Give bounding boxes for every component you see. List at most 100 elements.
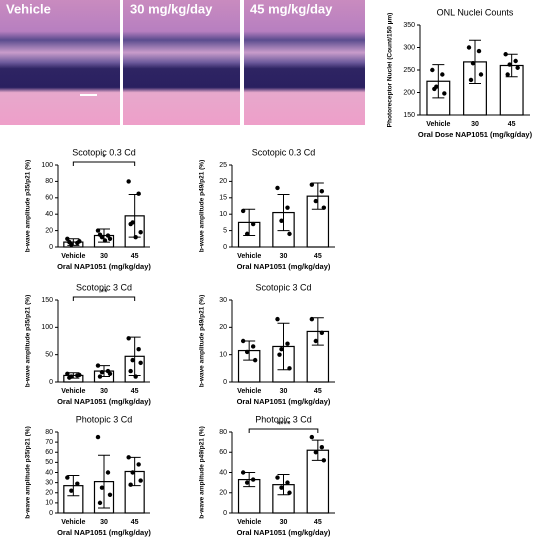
data-point — [321, 458, 327, 463]
y-axis-label: b-wave amplitude p49/p21 (%) — [199, 160, 206, 252]
chart-title: Scotopic 3 Cd — [76, 282, 132, 292]
significance-bracket — [72, 161, 136, 166]
data-point — [319, 330, 325, 335]
data-point — [126, 179, 131, 184]
y-tick-label: 350 — [403, 22, 415, 29]
data-point — [105, 470, 111, 475]
y-tick-label: 60 — [219, 449, 227, 456]
data-point — [69, 488, 74, 493]
y-tick-label: 0 — [223, 379, 227, 386]
data-point — [468, 77, 474, 83]
y-tick-label: 50 — [45, 352, 53, 359]
y-tick-label: 30 — [219, 297, 227, 304]
data-point — [466, 45, 472, 50]
y-tick-label: 30 — [45, 479, 53, 486]
data-point — [107, 236, 113, 241]
data-point — [442, 91, 447, 96]
data-point — [102, 238, 108, 243]
x-tick-label: 45 — [508, 121, 516, 128]
y-axis-label: b-wave amplitude p35/p21 (%) — [25, 295, 32, 387]
chart-title: ONL Nuclei Counts — [437, 7, 514, 17]
y-tick-label: 10 — [219, 352, 227, 359]
data-point — [97, 232, 103, 237]
data-point — [240, 470, 246, 475]
data-point — [309, 182, 315, 187]
data-point — [478, 72, 484, 77]
y-tick-label: 40 — [219, 469, 227, 476]
x-tick-label: 45 — [131, 388, 139, 395]
y-tick-label: 50 — [45, 459, 53, 466]
data-point — [130, 470, 135, 475]
data-point — [77, 372, 82, 378]
y-tick-label: 15 — [219, 195, 227, 202]
data-point — [107, 371, 113, 376]
data-point — [513, 58, 518, 64]
data-point — [503, 52, 508, 57]
error-bar — [277, 194, 290, 232]
y-tick-label: 10 — [45, 500, 53, 507]
y-axis-label: b-wave amplitude p49/p21 (%) — [199, 295, 206, 387]
data-point — [95, 228, 101, 233]
histology-label: 30 mg/kg/day — [130, 1, 213, 16]
error-bar — [469, 39, 481, 84]
data-point — [97, 500, 103, 506]
chart-title: Scotopic 0.3 Cd — [252, 147, 316, 157]
data-point — [279, 347, 284, 352]
chart-title: Scotopic 0.3 Cd — [72, 147, 136, 157]
data-point — [313, 338, 319, 344]
data-point — [287, 490, 292, 495]
data-point — [138, 230, 143, 235]
chart-title: Photopic 3 Cd — [76, 414, 133, 424]
data-point — [105, 233, 111, 238]
x-tick-label: 45 — [131, 253, 139, 260]
data-point — [250, 344, 256, 349]
data-point — [279, 485, 284, 490]
data-point — [136, 462, 141, 467]
x-tick-label: 45 — [314, 253, 322, 260]
data-point — [138, 360, 143, 366]
y-axis-label: b-wave amplitude p49/p21 (%) — [199, 426, 206, 518]
data-point — [95, 363, 101, 368]
data-point — [67, 239, 72, 245]
data-point — [285, 205, 290, 210]
y-tick-label: 5 — [223, 227, 227, 234]
data-point — [126, 336, 131, 341]
data-point — [440, 72, 445, 77]
y-tick-label: 20 — [219, 324, 227, 331]
x-axis-label: Oral NAP1051 (mg/kg/day) — [57, 397, 151, 406]
data-point — [133, 374, 138, 379]
data-point — [99, 485, 105, 490]
y-axis-label: Photoreceptor Nuclei (Count/150 µm) — [387, 13, 394, 128]
histology-label: Vehicle — [6, 1, 51, 16]
histology-image — [123, 0, 240, 125]
y-axis-label: b-wave amplitude p35/p21 (%) — [25, 426, 32, 518]
y-tick-label: 60 — [45, 449, 53, 456]
significance-bracket — [248, 428, 319, 433]
y-tick-label: 80 — [219, 429, 227, 436]
y-tick-label: 40 — [45, 211, 53, 218]
data-point — [279, 218, 284, 223]
histology-image — [0, 0, 120, 125]
x-tick-label: 30 — [100, 519, 108, 526]
data-point — [244, 480, 250, 485]
data-point — [107, 492, 113, 497]
y-tick-label: 60 — [45, 195, 53, 202]
error-bar — [277, 474, 290, 496]
data-point — [244, 231, 250, 237]
data-point — [275, 475, 280, 480]
data-point — [287, 231, 292, 237]
data-point — [321, 205, 327, 210]
data-point — [515, 65, 520, 70]
x-tick-label: Vehicle — [61, 519, 85, 526]
y-tick-label: 300 — [403, 44, 415, 51]
data-point — [130, 357, 135, 363]
y-tick-label: 20 — [45, 227, 53, 234]
data-point — [77, 239, 82, 244]
x-axis-label: Oral Dose NAP1051 (mg/kg/day) — [418, 130, 533, 139]
y-axis-label: b-wave amplitude p35/p21 (%) — [25, 160, 32, 252]
y-tick-label: 25 — [219, 162, 227, 169]
x-tick-label: Vehicle — [61, 388, 85, 395]
data-point — [507, 62, 512, 67]
data-point — [133, 234, 138, 240]
y-tick-label: 250 — [403, 67, 415, 74]
